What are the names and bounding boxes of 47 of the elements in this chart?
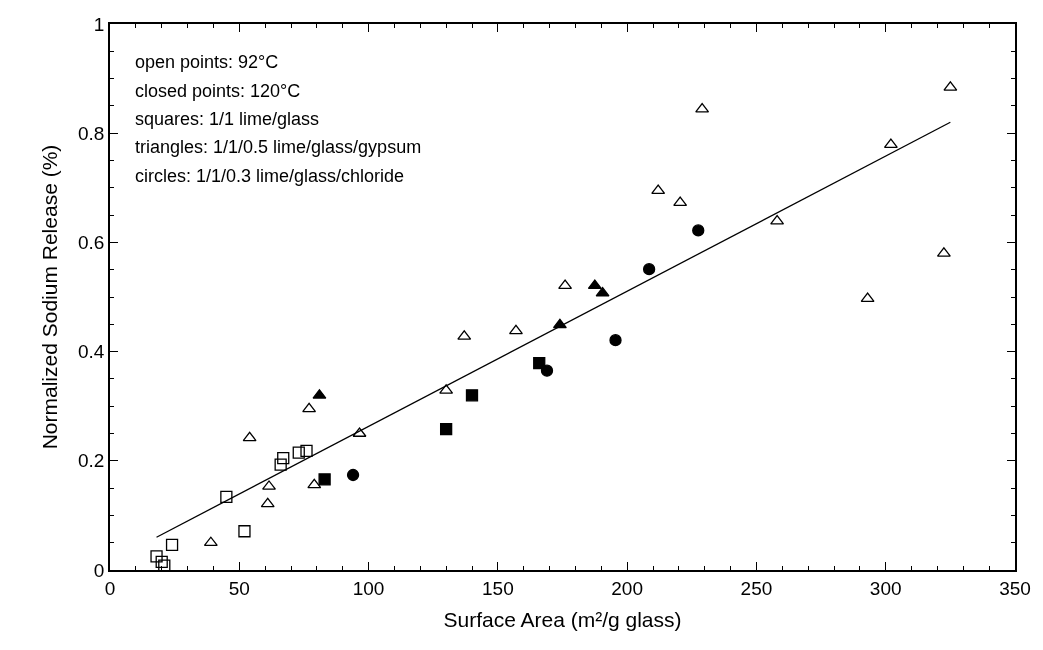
point [465,389,479,402]
point [439,422,453,436]
point [692,224,705,237]
point [307,478,322,489]
x-tick-label: 150 [482,577,514,599]
x-tick-label: 100 [352,577,385,599]
x-tick-label: 50 [228,577,250,599]
annotation: open points: 92°C [135,52,279,72]
point [860,292,875,303]
point [260,497,275,508]
point [203,536,218,547]
point [609,333,622,347]
point [540,364,554,377]
point [346,468,360,482]
y-tick-label: 0.2 [78,450,105,472]
point [302,402,317,413]
x-tick-label: 300 [869,577,902,599]
y-tick-label: 1 [93,13,105,35]
annotation: closed points: 120°C [135,81,301,101]
y-axis-title: Normalized Sodium Release (%) [37,144,61,450]
y-tick-label: 0.8 [78,122,105,144]
y-tick-label: 0.4 [78,341,105,363]
point [238,525,251,538]
annotation: squares: 1/1 lime/glass [135,109,320,129]
point [220,490,233,503]
point [318,473,331,486]
point [300,444,313,458]
point [274,458,287,471]
point [292,446,305,459]
point [642,263,656,276]
point [158,559,171,570]
x-axis-title: Surface Area (m²/g glass) [443,608,682,632]
y-tick-label: 0.6 [78,232,105,254]
x-tick-label: 200 [611,577,643,599]
y-tick-label: 0 [93,559,105,581]
point [242,431,257,442]
annotation: triangles: 1/1/0.5 lime/glass/gypsum [135,137,422,157]
annotation: circles: 1/1/0.3 lime/glass/chloride [135,166,405,186]
point [883,138,898,149]
point [150,550,163,563]
point [165,538,179,552]
x-tick-label: 350 [999,577,1031,599]
point [155,555,168,568]
point [508,324,523,335]
x-tick-label: 250 [740,577,773,599]
point [277,451,290,465]
point [770,214,785,225]
